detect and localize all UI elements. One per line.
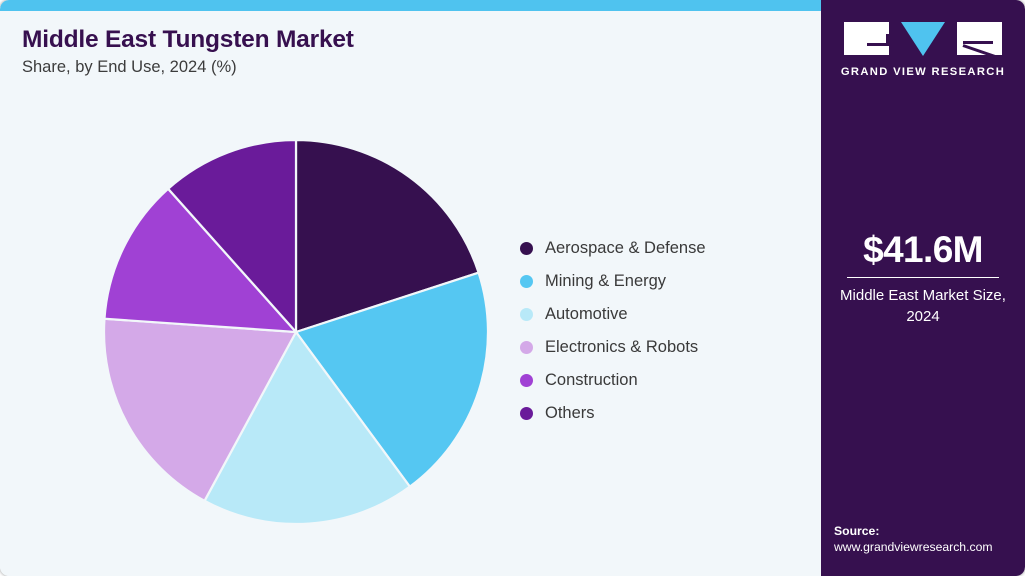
brand-name: GRAND VIEW RESEARCH: [840, 66, 1006, 78]
logo-g-icon: [844, 22, 889, 55]
legend-label: Construction: [545, 371, 638, 389]
market-size-stat: $41.6M Middle East Market Size, 2024: [821, 229, 1025, 328]
legend-item[interactable]: Construction: [520, 364, 706, 397]
legend-swatch-icon: [520, 407, 533, 420]
page-subtitle: Share, by End Use, 2024 (%): [22, 58, 237, 76]
side-panel: GRAND VIEW RESEARCH $41.6M Middle East M…: [821, 0, 1025, 576]
market-size-caption: Middle East Market Size, 2024: [840, 287, 1006, 326]
brand-logo: GRAND VIEW RESEARCH: [821, 22, 1025, 78]
logo-marks: [844, 22, 1002, 57]
page-title: Middle East Tungsten Market: [22, 26, 354, 53]
legend-label: Automotive: [545, 305, 628, 323]
pie-slice[interactable]: [294, 271, 490, 489]
chart-legend: Aerospace & Defense Mining & Energy Automo…: [520, 232, 706, 430]
source-url[interactable]: www.grandviewresearch.com: [834, 540, 993, 554]
legend-item[interactable]: Electronics & Robots: [520, 331, 706, 364]
legend-label: Mining & Energy: [545, 272, 667, 290]
legend-swatch-icon: [520, 275, 533, 288]
source-label: Source:: [834, 524, 880, 538]
pie-slice[interactable]: [102, 317, 298, 503]
pie-slice[interactable]: [103, 187, 299, 334]
accent-bar: [0, 0, 821, 11]
legend-item[interactable]: Aerospace & Defense: [520, 232, 706, 265]
legend-label: Electronics & Robots: [545, 338, 699, 356]
logo-v-icon: [901, 22, 945, 56]
legend-label: Aerospace & Defense: [545, 239, 706, 257]
market-size-value: $41.6M: [863, 229, 983, 270]
source-block: Source: www.grandviewresearch.com: [821, 524, 1025, 554]
legend-swatch-icon: [520, 242, 533, 255]
legend-swatch-icon: [520, 374, 533, 387]
pie-chart: [100, 136, 492, 528]
legend-swatch-icon: [520, 308, 533, 321]
pie-slice[interactable]: [294, 138, 480, 334]
legend-item[interactable]: Others: [520, 397, 706, 430]
pie-slice-group: [102, 138, 490, 526]
legend-item[interactable]: Mining & Energy: [520, 265, 706, 298]
stat-divider: [847, 276, 999, 279]
logo-r-icon: [957, 22, 1002, 55]
chart-panel: Middle East Tungsten Market Share, by En…: [0, 0, 821, 528]
legend-label: Others: [545, 404, 595, 422]
legend-item[interactable]: Automotive: [520, 298, 706, 331]
legend-swatch-icon: [520, 341, 533, 354]
pie-chart-svg: [102, 138, 490, 526]
pie-slice[interactable]: [166, 138, 298, 335]
pie-slice[interactable]: [203, 329, 412, 526]
